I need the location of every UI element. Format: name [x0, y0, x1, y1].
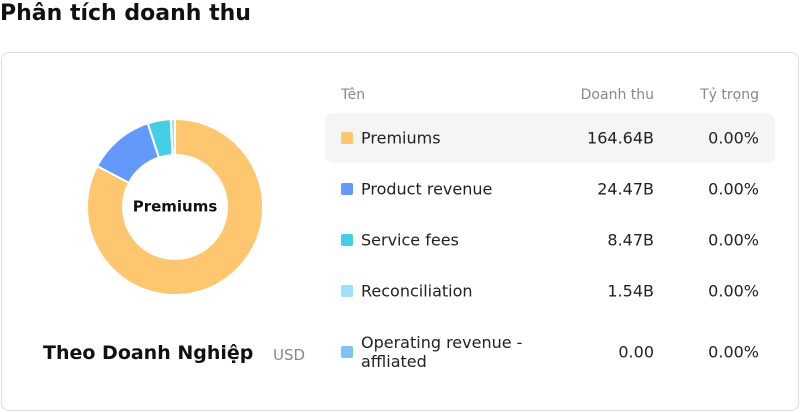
column-header: Tên	[341, 87, 366, 103]
row-share: 0.00%	[708, 281, 759, 301]
unit: USD	[273, 346, 306, 364]
legend-swatch	[341, 234, 353, 246]
row-name: Reconciliation	[361, 281, 473, 301]
row-share: 0.00%	[708, 342, 759, 362]
page-title: Phân tích doanh thu	[0, 1, 251, 26]
row-revenue: 1.54B	[607, 281, 654, 301]
row-revenue: 164.64B	[587, 128, 654, 148]
row-name: Premiums	[361, 128, 441, 148]
row-revenue: 8.47B	[607, 230, 654, 250]
row-name: Service fees	[361, 230, 459, 250]
row-share: 0.00%	[708, 179, 759, 199]
row-revenue: 0.00	[618, 342, 654, 362]
legend-swatch	[341, 132, 353, 144]
row-share: 0.00%	[708, 128, 759, 148]
legend-swatch	[341, 183, 353, 195]
caption: Theo Doanh Nghiệp	[43, 342, 254, 364]
row-share: 0.00%	[708, 230, 759, 250]
donut-slice	[86, 117, 264, 296]
row-revenue: 24.47B	[597, 179, 654, 199]
column-header: Doanh thu	[580, 87, 654, 103]
center-label: Premiums	[133, 198, 218, 216]
donut-chart: Premiums	[86, 117, 264, 296]
card	[1, 52, 799, 411]
row-name: Operating revenue - affliated	[361, 333, 523, 371]
column-header: Tỷ trọng	[700, 87, 759, 103]
donut-slice	[95, 122, 161, 185]
legend-swatch	[341, 285, 353, 297]
row-highlight	[325, 113, 775, 163]
legend-swatch	[341, 346, 353, 358]
row-name: Product revenue	[361, 179, 493, 199]
donut-slice	[146, 118, 174, 159]
